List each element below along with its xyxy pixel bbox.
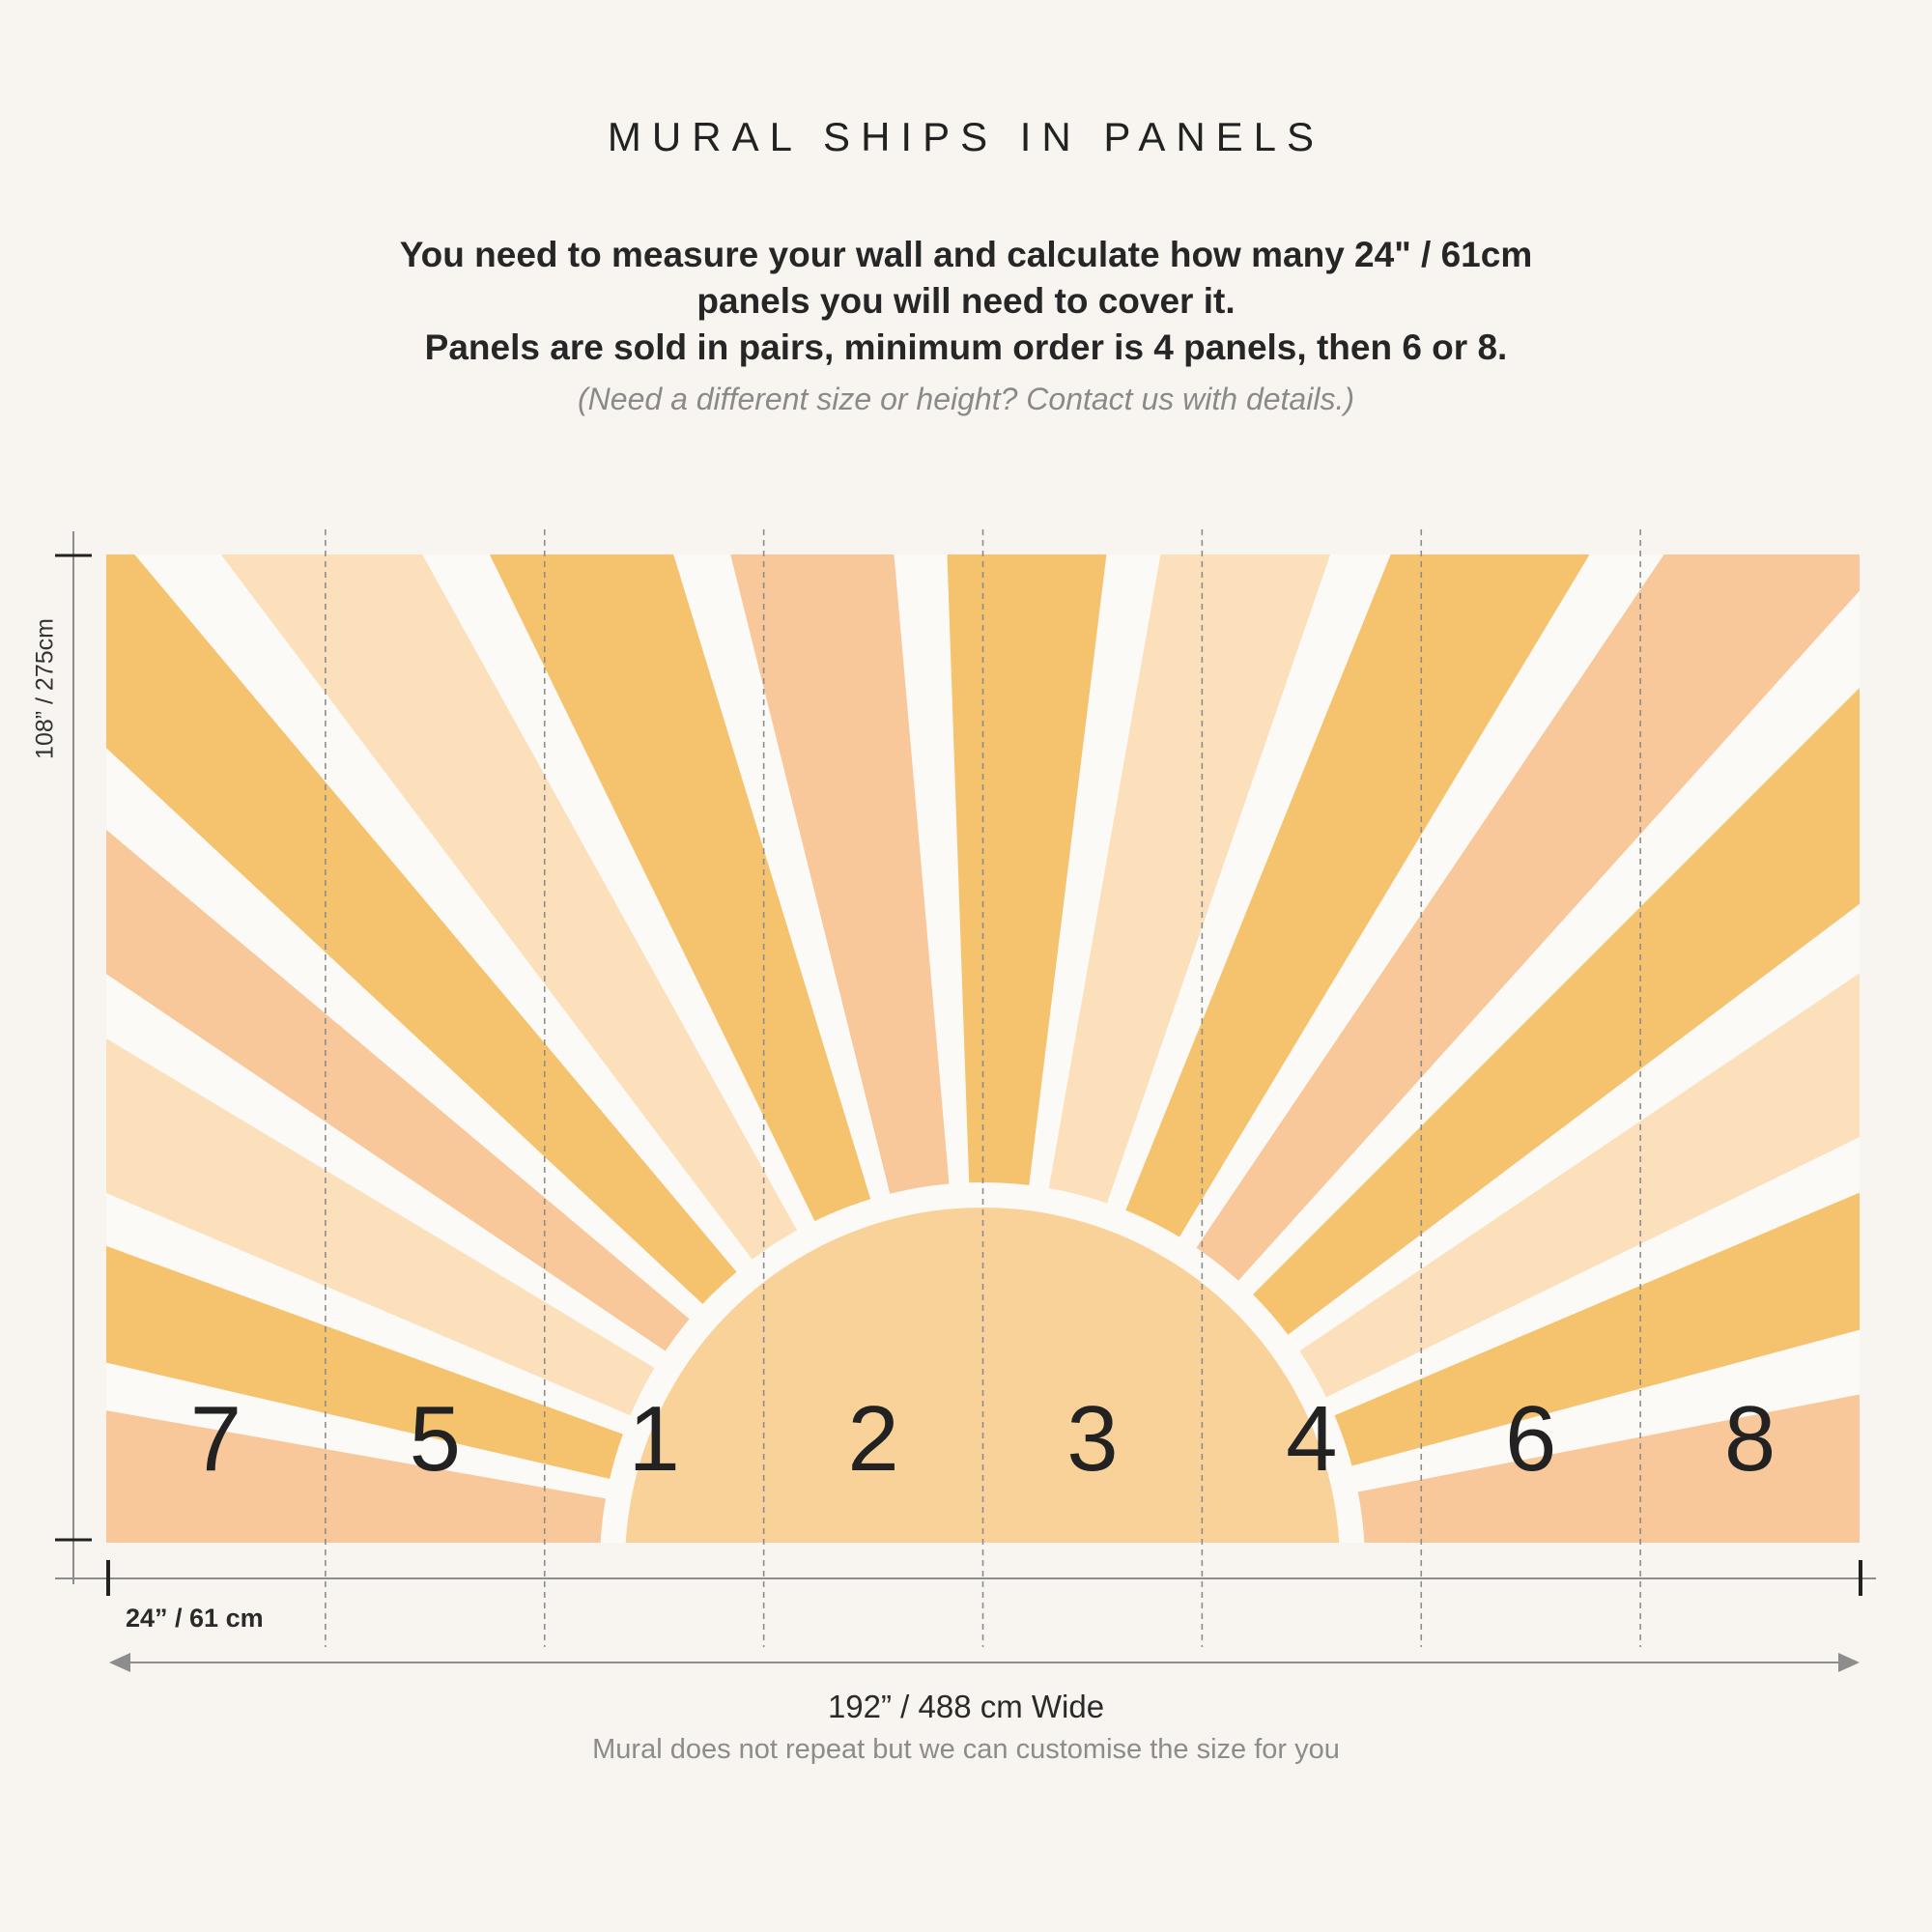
arrow-right-head [1838,1653,1860,1672]
contact-note: (Need a different size or height? Contac… [578,382,1354,416]
instructions: You need to measure your wall and calcul… [290,232,1642,371]
instructions-line-1: You need to measure your wall and calcul… [399,235,1533,274]
sun-ray [106,1410,857,1543]
panel-number: 2 [847,1387,899,1491]
height-label: 108” / 275cm [31,618,59,759]
customise-note: Mural does not repeat but we can customi… [592,1734,1340,1765]
panel-number: 8 [1723,1387,1776,1491]
sun-disc-fill [625,1208,1340,1543]
panel-number: 3 [1066,1387,1119,1491]
instructions-line-3: Panels are sold in pairs, minimum order … [424,327,1508,367]
page-title: MURAL SHIPS IN PANELS [607,114,1325,159]
sun-ray [106,829,956,1543]
panel-number: 6 [1504,1387,1557,1491]
panel-number: 4 [1286,1387,1338,1491]
panel-number: 1 [628,1387,680,1491]
total-width-label: 192” / 488 cm Wide [827,1689,1105,1724]
instructions-line-2: panels you will need to cover it. [696,281,1236,321]
sun-ray [1015,973,1860,1543]
panel-number: 7 [189,1387,242,1491]
arrow-left-head [109,1653,130,1672]
sun-ray [106,1245,922,1543]
panel-divider-lines [325,529,1641,1647]
panel-width-label: 24” / 61 cm [126,1604,264,1633]
panel-number: 5 [409,1387,461,1491]
sun-ray [1096,1394,1860,1543]
